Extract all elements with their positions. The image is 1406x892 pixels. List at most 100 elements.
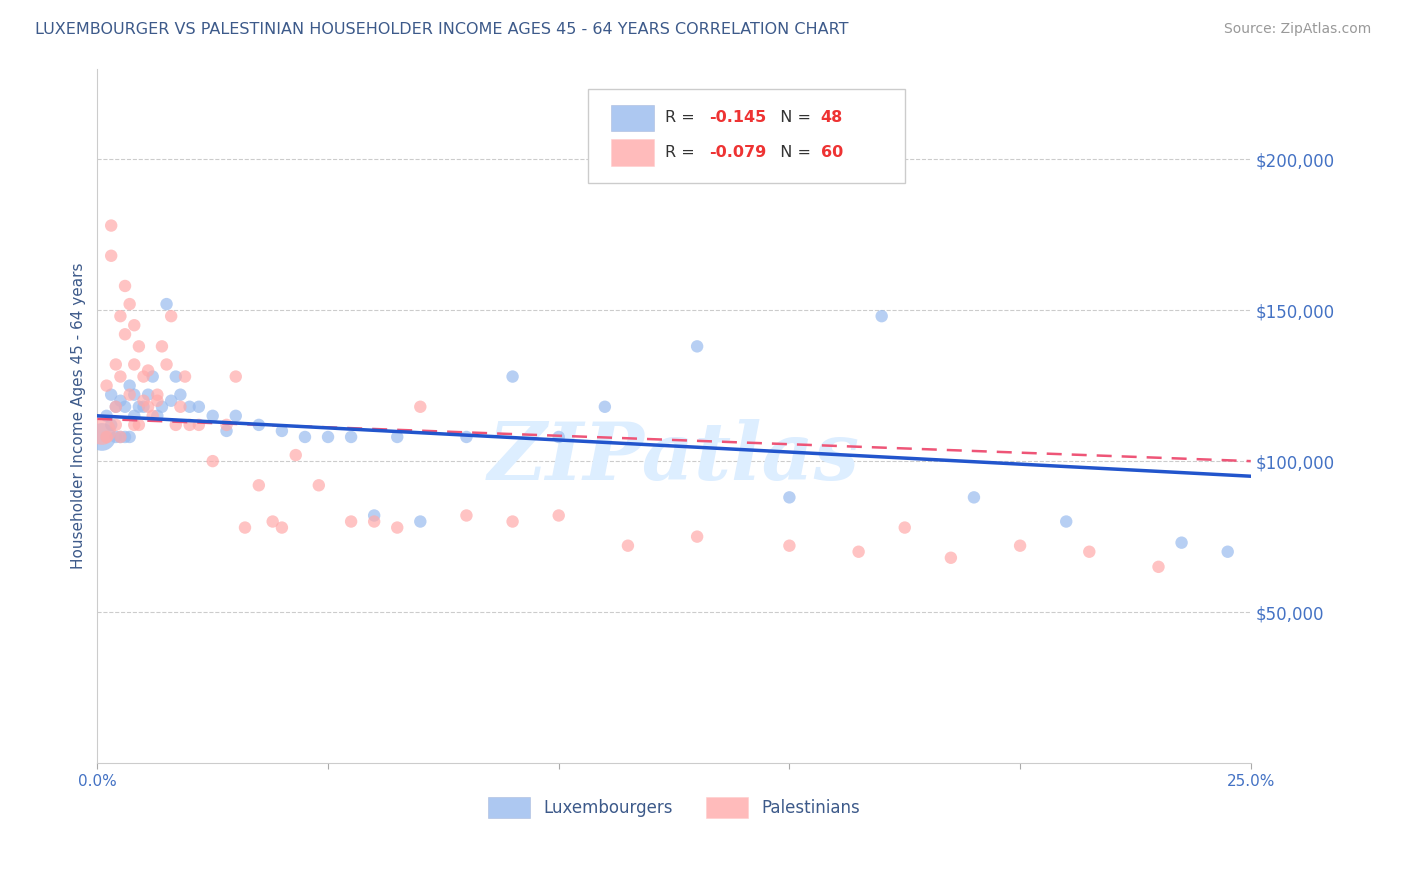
Text: 48: 48 xyxy=(821,111,842,126)
FancyBboxPatch shape xyxy=(588,89,904,183)
Point xyxy=(593,400,616,414)
Text: N =: N = xyxy=(770,145,815,160)
Point xyxy=(100,249,122,263)
Point xyxy=(169,387,191,401)
Point xyxy=(110,369,132,384)
Point xyxy=(122,318,145,333)
Point xyxy=(136,400,159,414)
Point xyxy=(215,424,238,438)
Point xyxy=(456,430,478,444)
Point xyxy=(225,369,247,384)
Y-axis label: Householder Income Ages 45 - 64 years: Householder Income Ages 45 - 64 years xyxy=(72,262,86,569)
Point xyxy=(387,430,409,444)
Text: -0.079: -0.079 xyxy=(709,145,766,160)
Point xyxy=(118,297,141,311)
Point xyxy=(110,393,132,408)
Point xyxy=(114,279,136,293)
Point xyxy=(96,409,118,423)
Point xyxy=(96,378,118,392)
Point xyxy=(122,387,145,401)
Point xyxy=(778,491,800,505)
Point xyxy=(893,520,915,534)
Point xyxy=(363,515,385,529)
Legend: Luxembourgers, Palestinians: Luxembourgers, Palestinians xyxy=(482,790,866,824)
Point xyxy=(136,363,159,377)
Point xyxy=(128,417,150,432)
Point xyxy=(201,409,224,423)
Point xyxy=(340,430,363,444)
Point xyxy=(502,515,524,529)
Point xyxy=(165,369,187,384)
Point xyxy=(340,515,363,529)
Point xyxy=(179,417,201,432)
Text: ZIPatlas: ZIPatlas xyxy=(488,418,860,496)
Point xyxy=(270,424,292,438)
Point xyxy=(122,409,145,423)
Point xyxy=(1054,515,1077,529)
Text: R =: R = xyxy=(665,145,700,160)
Point xyxy=(686,530,709,544)
Point xyxy=(142,409,165,423)
Point xyxy=(187,400,209,414)
Point xyxy=(262,515,284,529)
Point xyxy=(308,478,330,492)
Point xyxy=(169,400,191,414)
Point xyxy=(939,550,962,565)
Point xyxy=(110,309,132,323)
Point xyxy=(247,478,270,492)
Point xyxy=(502,369,524,384)
Point xyxy=(150,339,173,353)
Point xyxy=(165,417,187,432)
Point xyxy=(963,491,986,505)
Point xyxy=(132,369,155,384)
Point xyxy=(118,378,141,392)
Point xyxy=(122,417,145,432)
Point xyxy=(686,339,709,353)
Point xyxy=(215,417,238,432)
Point xyxy=(848,545,870,559)
Point xyxy=(225,409,247,423)
Point xyxy=(146,409,169,423)
Point xyxy=(104,400,127,414)
Point xyxy=(114,327,136,342)
Point xyxy=(174,369,197,384)
Point xyxy=(142,369,165,384)
Point xyxy=(1078,545,1101,559)
Point xyxy=(100,387,122,401)
Point xyxy=(155,358,177,372)
Point xyxy=(1010,539,1032,553)
Text: LUXEMBOURGER VS PALESTINIAN HOUSEHOLDER INCOME AGES 45 - 64 YEARS CORRELATION CH: LUXEMBOURGER VS PALESTINIAN HOUSEHOLDER … xyxy=(35,22,849,37)
Point xyxy=(128,400,150,414)
Point xyxy=(284,448,307,462)
Point xyxy=(233,520,256,534)
Point xyxy=(110,430,132,444)
Point xyxy=(456,508,478,523)
Point xyxy=(201,454,224,468)
Point xyxy=(1170,535,1192,549)
Point xyxy=(104,358,127,372)
Text: N =: N = xyxy=(770,111,815,126)
Point xyxy=(363,508,385,523)
Text: Source: ZipAtlas.com: Source: ZipAtlas.com xyxy=(1223,22,1371,37)
Point xyxy=(100,417,122,432)
Point xyxy=(100,219,122,233)
Point xyxy=(136,387,159,401)
Point xyxy=(128,339,150,353)
Point xyxy=(387,520,409,534)
Point xyxy=(155,297,177,311)
Point xyxy=(409,515,432,529)
Point xyxy=(160,393,183,408)
Point xyxy=(146,387,169,401)
Point xyxy=(547,430,569,444)
Point xyxy=(150,400,173,414)
Point xyxy=(96,430,118,444)
Point xyxy=(104,417,127,432)
Point xyxy=(91,430,114,444)
Point xyxy=(294,430,316,444)
Point xyxy=(132,393,155,408)
Point xyxy=(409,400,432,414)
Point xyxy=(316,430,339,444)
Bar xyxy=(610,139,654,166)
Point xyxy=(1216,545,1239,559)
Bar xyxy=(610,104,654,131)
